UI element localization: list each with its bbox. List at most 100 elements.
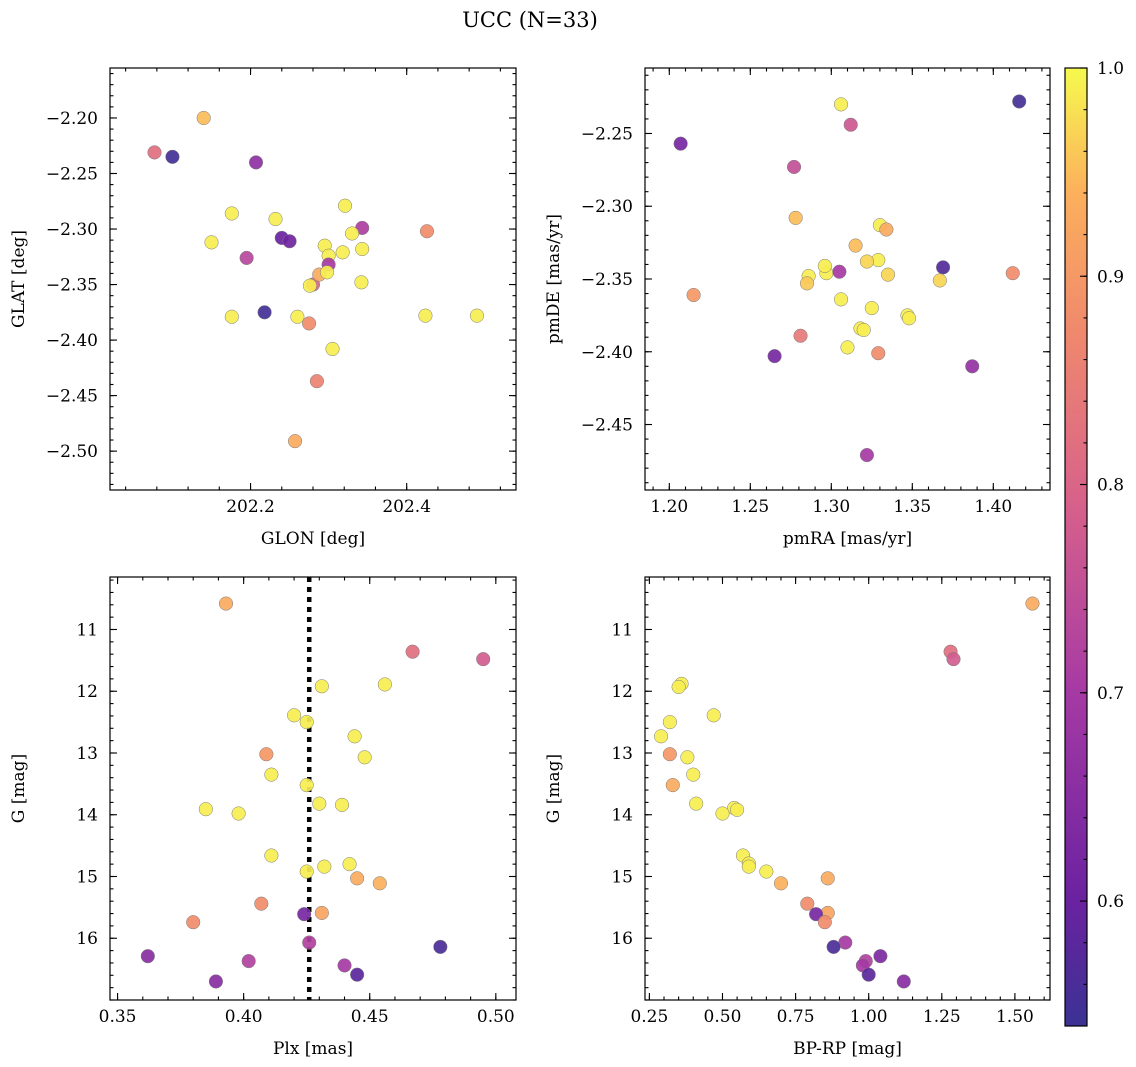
scatter-points [673,94,1027,463]
data-point [299,864,314,879]
data-point [259,747,274,762]
y-tick-label: 15 [611,867,633,887]
x-tick-label: 1.00 [850,1007,888,1027]
data-point [848,238,863,253]
data-point [372,876,387,891]
data-point [268,211,283,227]
y-tick-label: −2.40 [46,331,98,351]
x-axis-label: Plx [mas] [273,1039,353,1059]
data-point [832,264,847,279]
data-point [320,265,335,280]
data-point [843,117,858,132]
x-tick-label: 1.35 [893,497,931,517]
data-point [673,136,688,151]
data-point [817,258,832,273]
data-point [337,958,352,973]
colorbar-tick-label: 1.0 [1097,59,1124,79]
x-tick-label: 0.75 [777,1007,815,1027]
data-point [290,309,305,324]
data-point [817,915,832,930]
data-point [741,859,756,874]
figure-title: UCC (N=33) [462,8,598,32]
x-tick-label: 0.35 [99,1007,137,1027]
data-point [239,250,254,265]
x-tick-label: 0.50 [477,1007,515,1027]
data-point [840,340,855,355]
data-point [833,97,849,112]
scatter-panel-3: 0.35 0.40 0.45 0.50 11 12 13 14 15 16 Plx [mas] G [… [9,576,517,1059]
scatter-points [654,596,1040,989]
y-tick-label: 16 [611,929,633,949]
data-point [314,679,329,694]
scatter-points [147,110,485,449]
data-point [248,155,264,170]
data-point [314,905,329,920]
data-point [297,907,312,922]
colorbar-tick-label: 0.6 [1097,892,1124,912]
data-point [861,967,876,982]
data-point [820,871,835,886]
y-axis-label: pmDE [mas/yr] [544,214,564,344]
y-tick-label: 14 [76,806,98,826]
data-point [1012,94,1027,109]
data-point [1025,596,1040,611]
x-tick-label: 1.40 [974,497,1012,517]
data-point [299,715,314,730]
data-point [241,954,256,969]
data-point [418,308,433,323]
y-tick-label: 12 [76,682,98,702]
data-point [833,292,849,307]
plot-frame [109,576,517,1001]
data-point [264,848,279,863]
y-axis-label: G [mag] [544,754,564,823]
data-point [282,234,297,249]
data-point [350,967,365,982]
data-point [347,729,362,744]
colorbar-frame [1064,67,1088,1027]
y-tick-label: −2.25 [581,124,633,144]
data-point [335,245,350,260]
y-tick-label: −2.25 [46,165,98,185]
data-point [218,596,234,611]
scatter-panel-2: 1.20 1.25 1.30 1.35 1.40 −2.25 −2.30 −2.35 −2.40… [544,67,1051,549]
data-point [377,677,392,692]
colorbar-tick-label: 0.9 [1097,267,1124,287]
data-point [198,802,213,817]
plot-frame [644,67,1051,491]
data-point [856,322,871,337]
y-tick-label: −2.35 [581,270,633,290]
data-point [662,747,677,762]
x-tick-label: 0.25 [630,1007,668,1027]
y-tick-label: −2.45 [581,416,633,436]
data-point [302,316,317,331]
data-point [419,224,435,239]
y-tick-label: 11 [611,620,633,640]
y-tick-label: 15 [76,867,98,887]
data-point [357,750,372,765]
data-point [873,949,888,964]
y-tick-label: 13 [76,744,98,764]
data-point [773,876,789,891]
data-point [859,254,874,269]
y-tick-label: 13 [611,744,633,764]
x-tick-label: 1.20 [650,497,688,517]
x-tick-label: 1.30 [812,497,850,517]
x-tick-label: 202.2 [226,497,275,517]
data-point [680,750,695,765]
data-point [654,729,669,744]
data-point [793,328,808,343]
data-point [879,222,894,237]
y-tick-label: −2.30 [581,197,633,217]
data-point [671,679,686,694]
x-tick-label: 0.40 [225,1007,263,1027]
colorbar-gradient [1065,68,1087,1026]
data-point [786,159,802,175]
y-axis-label: GLAT [deg] [9,230,29,328]
data-point [864,301,879,316]
y-tick-label: −2.40 [581,343,633,363]
data-point [342,857,357,872]
data-point [147,145,162,160]
data-point [299,778,314,793]
y-tick-label: 12 [611,682,633,702]
